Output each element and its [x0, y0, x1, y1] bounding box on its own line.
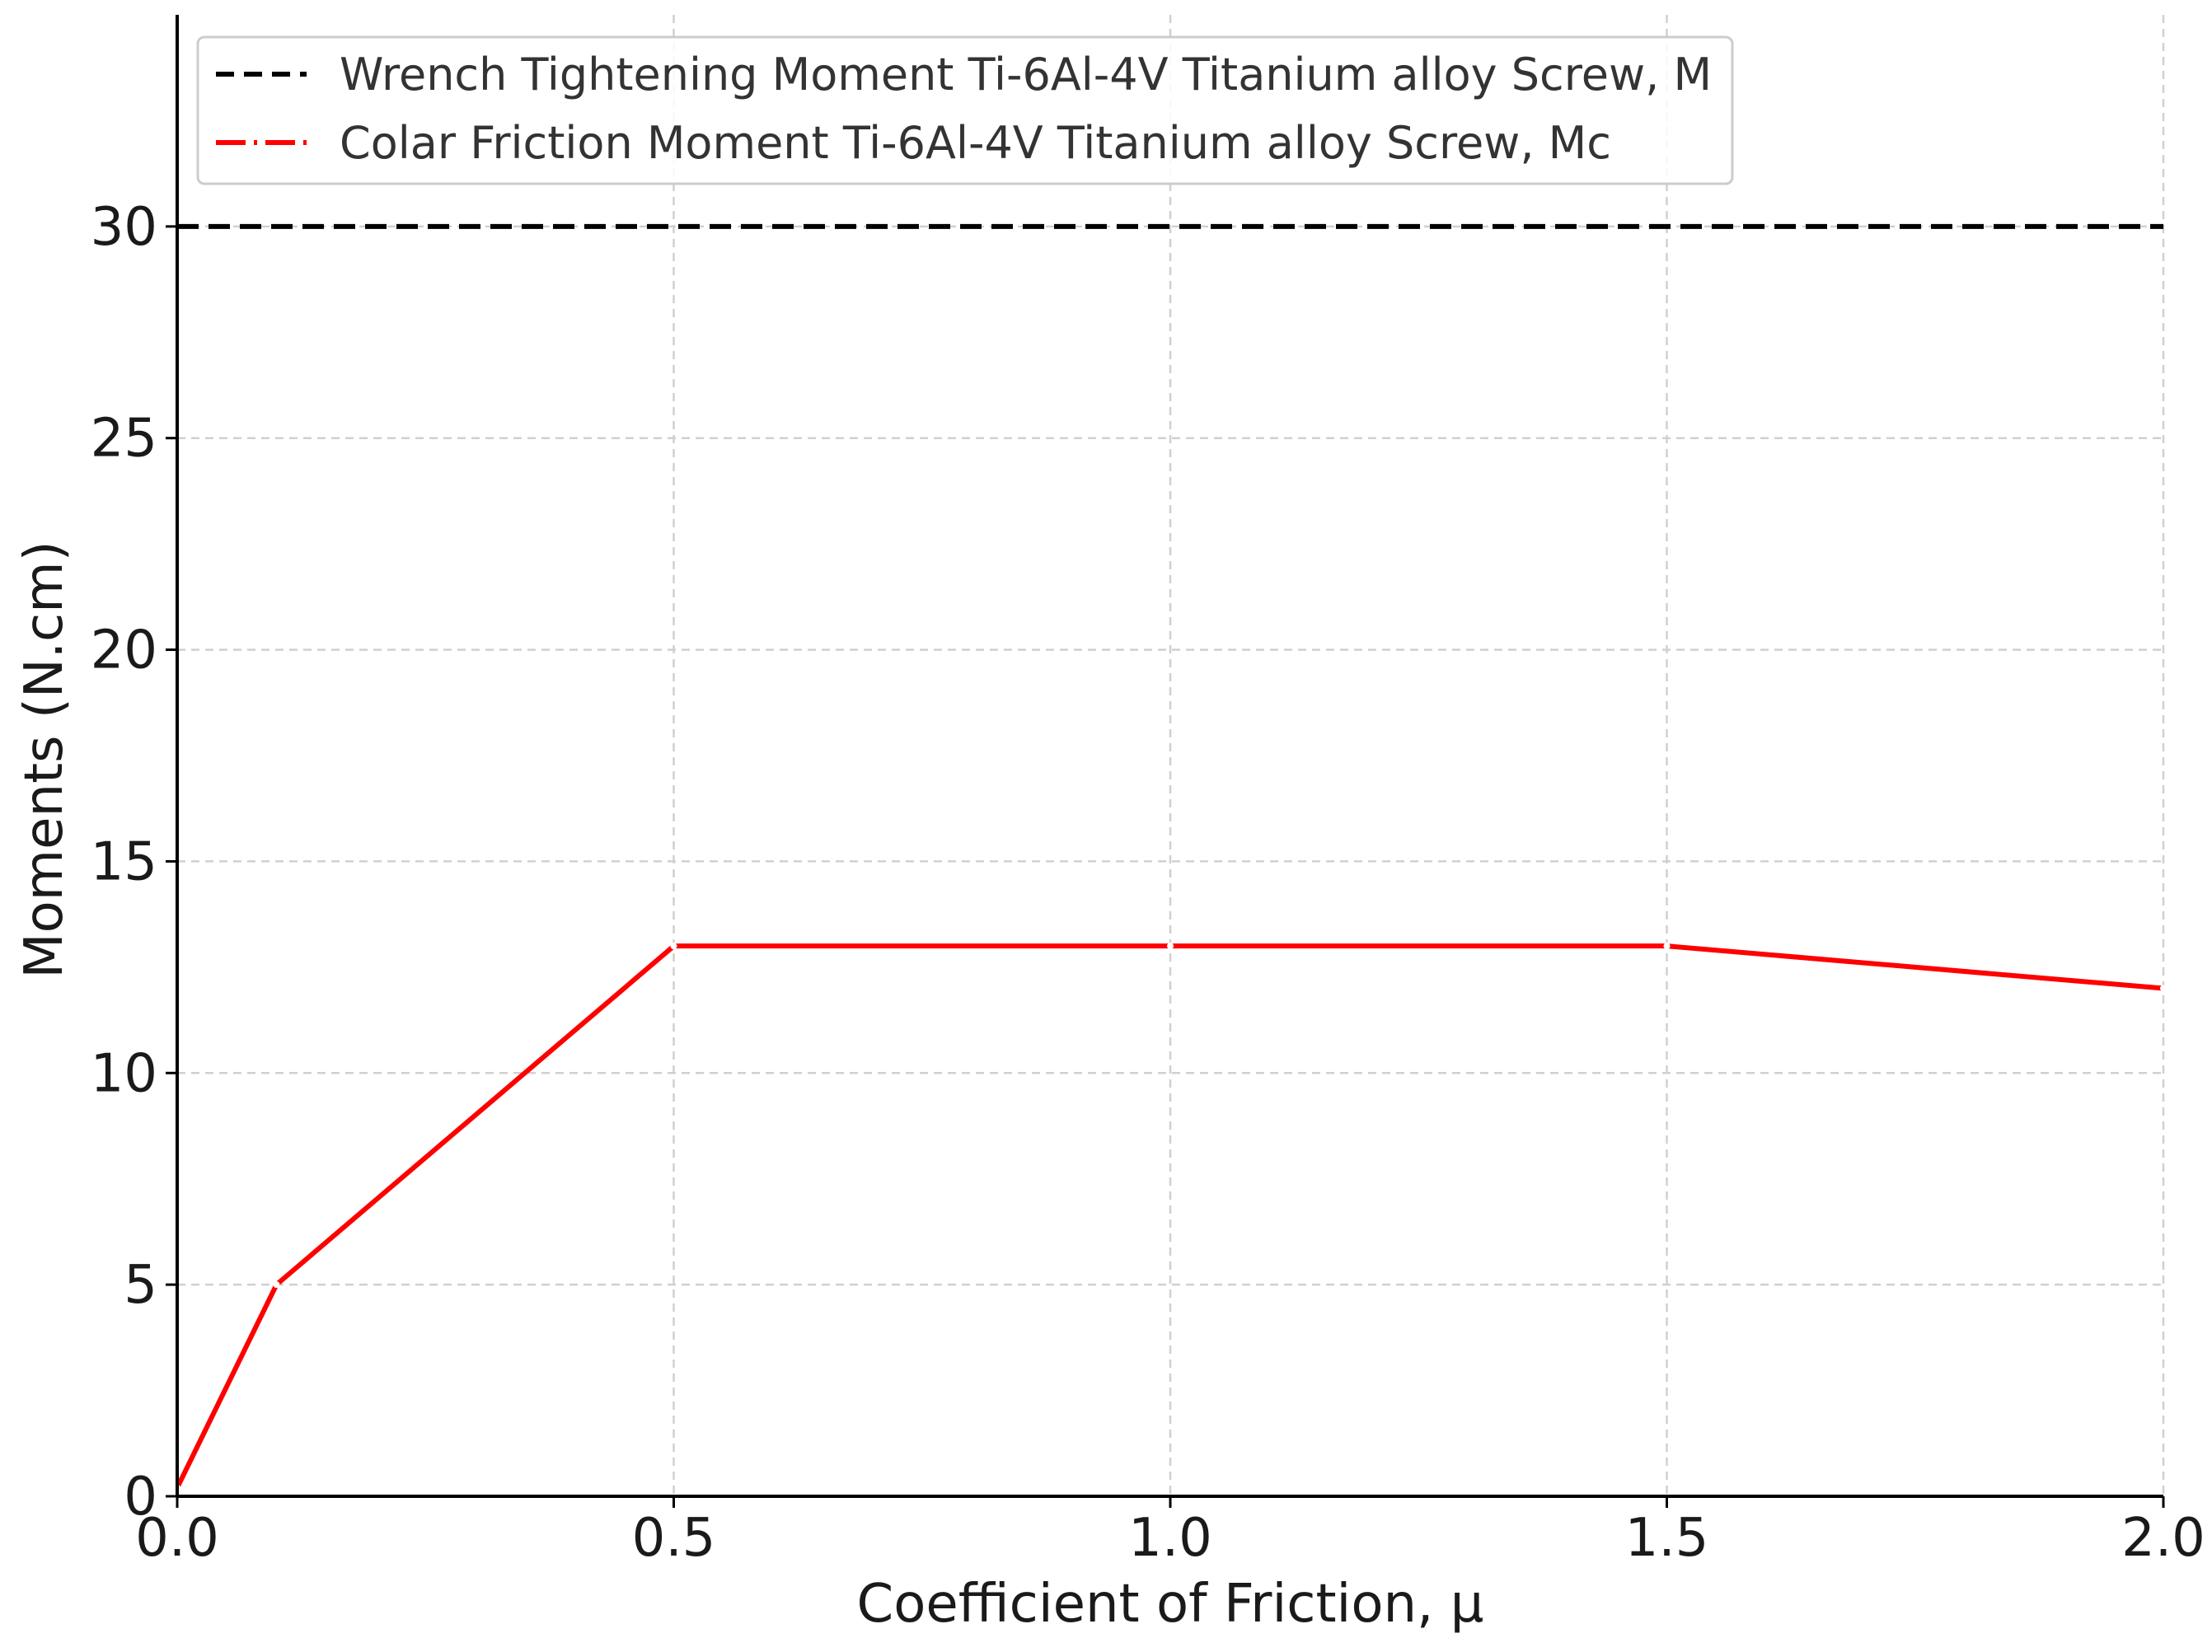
- x-axis-label: Coefficient of Friction, μ: [857, 1574, 1484, 1635]
- grid: [176, 15, 2165, 1498]
- ticks: 0.0 0.5 1.0 1.5 2.0 0 5 10 15 20 25 30: [91, 197, 2205, 1569]
- series-layer: [174, 223, 2167, 1491]
- series-line-1: [175, 943, 2164, 1490]
- series-point: [670, 943, 677, 950]
- legend-box: [196, 35, 1734, 185]
- y-tick-label: 0: [124, 1467, 157, 1528]
- axes: [176, 15, 2163, 1498]
- y-tick-label: 10: [91, 1043, 157, 1104]
- x-tick-label: 0.0: [135, 1508, 219, 1569]
- y-tick-label: 30: [91, 197, 157, 258]
- series-point: [273, 1281, 280, 1289]
- y-axis-label: Moments (N.cm): [14, 541, 75, 978]
- series-point: [1663, 943, 1671, 950]
- legend: Wrench Tightening Moment Ti-6Al-4V Titan…: [196, 35, 1734, 185]
- legend-label-wrench-moment: Wrench Tightening Moment Ti-6Al-4V Titan…: [340, 49, 1712, 101]
- x-tick-label: 1.0: [1128, 1508, 1212, 1569]
- legend-label-colar-friction: Colar Friction Moment Ti-6Al-4V Titanium…: [340, 117, 1611, 169]
- series-point: [1167, 943, 1174, 950]
- x-tick-label: 2.0: [2121, 1508, 2205, 1569]
- x-tick-label: 1.5: [1625, 1508, 1709, 1569]
- y-tick-label: 25: [91, 409, 157, 470]
- series-point: [2160, 985, 2167, 992]
- y-tick-label: 15: [91, 831, 157, 892]
- y-tick-label: 5: [124, 1255, 157, 1316]
- y-tick-label: 20: [91, 620, 157, 681]
- x-tick-label: 0.5: [632, 1508, 716, 1569]
